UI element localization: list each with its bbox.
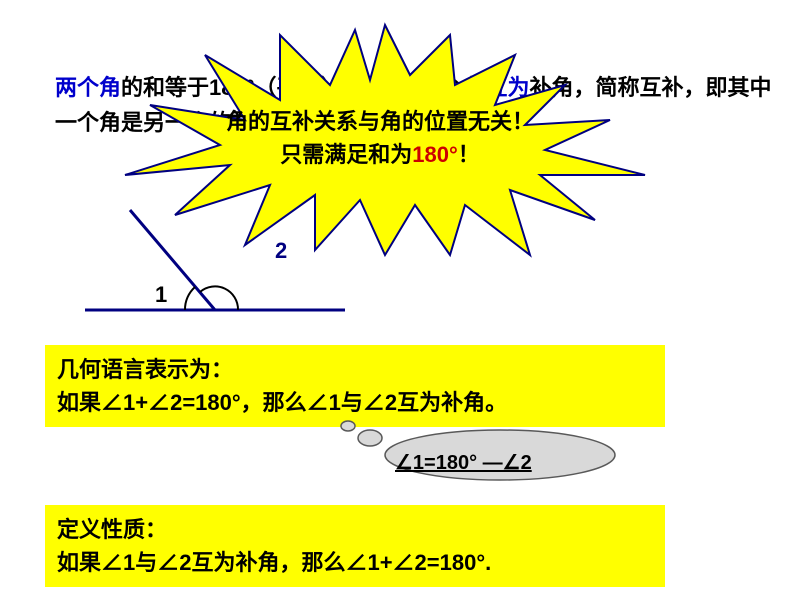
starburst-text: 角的互补关系与角的位置无关！ 只需满足和为180°！ xyxy=(165,105,595,171)
box2-title: 定义性质： xyxy=(57,513,653,546)
angle-label-1: 1 xyxy=(155,282,167,308)
def-part1: 两个角 xyxy=(55,75,121,100)
box1-content: 如果∠1+∠2=180°，那么∠1与∠2互为补角。 xyxy=(57,386,653,419)
box2-content: 如果∠1与∠2互为补角，那么∠1+∠2=180°. xyxy=(57,546,653,579)
starburst-line2: 只需满足和为180°！ xyxy=(165,138,595,171)
box1-title: 几何语言表示为： xyxy=(57,353,653,386)
callout-text: ∠1=180° —∠2 xyxy=(395,450,532,475)
geometric-language-box: 几何语言表示为： 如果∠1+∠2=180°，那么∠1与∠2互为补角。 xyxy=(45,345,665,427)
definition-property-box: 定义性质： 如果∠1与∠2互为补角，那么∠1+∠2=180°. xyxy=(45,505,665,587)
starburst-line1: 角的互补关系与角的位置无关！ xyxy=(165,105,595,138)
